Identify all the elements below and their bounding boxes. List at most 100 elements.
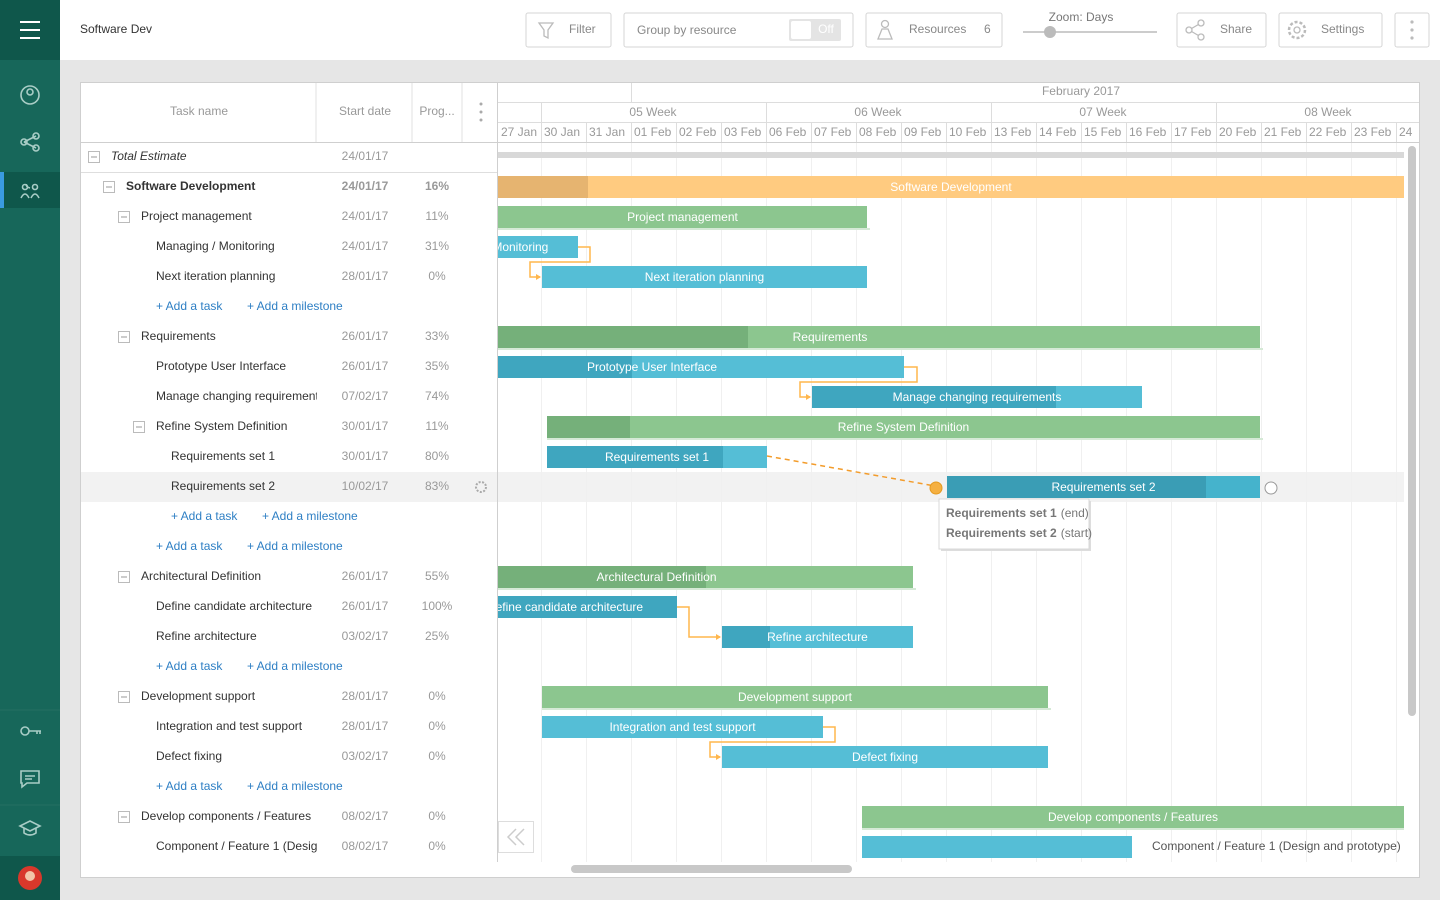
add-milestone-link[interactable]: + Add a milestone [247,299,343,313]
add-task-link[interactable]: + Add a task [156,539,223,553]
day-label: 02 Feb [679,125,717,139]
day-label: 24 [1399,125,1413,139]
row-settings-icon[interactable] [475,481,487,493]
resources-button[interactable] [865,12,1003,48]
toggle-label: Off [818,22,834,36]
task-progress: 0% [428,749,446,763]
task-name[interactable]: Integration and test support [156,719,303,733]
day-label: 16 Feb [1129,125,1167,139]
add-task-link[interactable]: + Add a task [156,659,223,673]
task-name[interactable]: Prototype User Interface [156,359,286,373]
task-name[interactable]: Defect fixing [156,749,222,763]
task-name[interactable]: Component / Feature 1 (Desig [156,839,317,853]
settings-button[interactable] [1278,12,1383,48]
avatar-face [25,871,35,881]
link-handle-end[interactable] [1264,481,1278,495]
settings-icon [1287,20,1307,40]
day-label: 21 Feb [1264,125,1302,139]
task-name[interactable]: Next iteration planning [156,269,275,283]
add-milestone-link[interactable]: + Add a milestone [247,779,343,793]
task-name[interactable]: Refine architecture [156,629,257,643]
bar-label: Prototype User Interface [587,360,717,374]
add-task-link[interactable]: + Add a task [171,509,238,523]
add-task-link[interactable]: + Add a task [156,299,223,313]
timeline-header: February 2017 05 Week 06 Week 07 Week 08 Wee… [498,83,1419,142]
task-bar[interactable] [498,206,867,228]
settings-icon-hub [1293,26,1301,34]
task-name[interactable]: Define candidate architecture [156,599,312,613]
task-name[interactable]: Requirements set 2 [171,479,275,493]
task-bar[interactable] [542,266,867,288]
day-label: 09 Feb [904,125,942,139]
tooltip [938,498,1090,550]
task-progress: 0% [428,269,446,283]
task-name[interactable]: Software Development [126,179,255,193]
task-bar[interactable] [400,236,578,258]
task-bar-shadow [547,438,1263,440]
share-icon[interactable] [23,135,37,149]
task-bar[interactable] [542,686,1048,708]
profile-icon[interactable] [20,85,40,105]
add-task-link[interactable]: + Add a task [156,779,223,793]
task-start-date: 26/01/17 [342,569,389,583]
filter-icon [537,22,555,40]
bar-label: Integration and test support [609,720,756,734]
learn-icon[interactable] [18,820,42,836]
day-label: 03 Feb [724,125,762,139]
bar-label: Requirements set 2 [1051,480,1155,494]
column-menu-dot [479,118,483,122]
column-header[interactable]: Task name [170,104,228,118]
bar-label: Next iteration planning [645,270,764,284]
sidebar-active-marker [0,172,4,208]
filter-button[interactable] [525,12,612,48]
task-name[interactable]: Requirements [141,329,216,343]
task-name[interactable]: Architectural Definition [141,569,261,583]
day-label: 08 Feb [859,125,897,139]
chat-icon[interactable] [20,770,40,789]
add-milestone-link[interactable]: + Add a milestone [262,509,358,523]
dependency-link [709,726,836,758]
bar-label: Develop components / Features [1048,810,1218,824]
task-start-date: 24/01/17 [342,149,389,163]
task-start-date: 28/01/17 [342,719,389,733]
task-name[interactable]: Total Estimate [111,149,187,163]
task-bar-progress [547,416,630,438]
add-milestone-link[interactable]: + Add a milestone [247,539,343,553]
day-label: 07 Feb [814,125,852,139]
zoom-knob[interactable] [1044,26,1056,38]
task-name[interactable]: Managing / Monitoring [156,239,275,253]
bar-label: Architectural Definition [596,570,716,584]
task-name[interactable]: Manage changing requirement [156,389,319,403]
column-header[interactable]: Prog... [419,104,454,118]
add-milestone-link[interactable]: + Add a milestone [247,659,343,673]
task-bar[interactable] [862,836,1132,858]
task-name[interactable]: Project management [141,209,252,223]
day-label: 27 Jan [501,125,537,139]
task-bar[interactable] [862,806,1404,828]
column-header[interactable]: Start date [339,104,391,118]
horizontal-scrollbar[interactable] [571,865,852,873]
task-name[interactable]: Refine System Definition [156,419,287,433]
task-bar[interactable] [498,176,1404,198]
task-bar[interactable] [542,716,823,738]
tooltip-text: Requirements set 1 [946,506,1057,520]
task-name[interactable]: Develop components / Features [141,809,311,823]
day-label: 14 Feb [1039,125,1077,139]
task-bar-progress [498,356,632,378]
dependency-link [677,606,720,638]
day-label: 13 Feb [994,125,1032,139]
resources-count: 6 [984,22,991,36]
bar-label: Requirements [793,330,868,344]
task-start-date: 07/02/17 [342,389,389,403]
task-bar[interactable] [547,416,1260,438]
day-label: 30 Jan [544,125,580,139]
task-bar[interactable] [722,746,1048,768]
task-start-date: 08/02/17 [342,809,389,823]
week-label: 05 Week [629,105,677,119]
link-handle-start[interactable] [929,481,943,495]
task-name[interactable]: Development support [141,689,256,703]
task-name[interactable]: Requirements set 1 [171,449,275,463]
vertical-scrollbar[interactable] [1408,146,1416,716]
share-icon-node [32,132,40,140]
